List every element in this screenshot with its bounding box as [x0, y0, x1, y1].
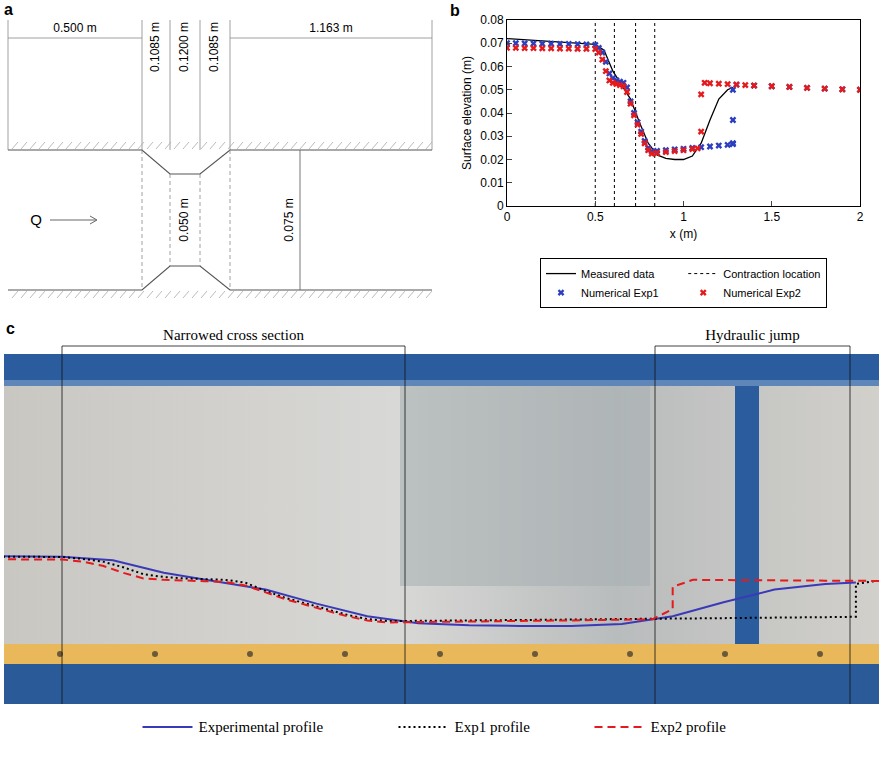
- svg-text:0.04: 0.04: [480, 106, 504, 120]
- svg-text:c: c: [6, 320, 15, 337]
- svg-text:2: 2: [857, 210, 864, 224]
- svg-text:0.1200 m: 0.1200 m: [177, 22, 191, 72]
- svg-text:1.163 m: 1.163 m: [309, 21, 352, 35]
- svg-text:Surface elevation (m): Surface elevation (m): [460, 56, 474, 170]
- svg-text:0.1085 m: 0.1085 m: [148, 22, 162, 72]
- svg-text:1.5: 1.5: [763, 210, 780, 224]
- svg-text:Contraction location: Contraction location: [723, 268, 820, 280]
- svg-text:Narrowed cross section: Narrowed cross section: [163, 327, 304, 343]
- svg-text:Measured data: Measured data: [581, 268, 655, 280]
- svg-text:0.500 m: 0.500 m: [53, 21, 96, 35]
- svg-text:0.5: 0.5: [587, 210, 604, 224]
- svg-text:0.075 m: 0.075 m: [282, 198, 296, 241]
- svg-text:0: 0: [497, 199, 504, 213]
- svg-text:Exp2 profile: Exp2 profile: [651, 719, 727, 735]
- svg-text:Numerical Exp2: Numerical Exp2: [723, 287, 801, 299]
- svg-text:0.050 m: 0.050 m: [177, 198, 191, 241]
- svg-text:0.01: 0.01: [480, 176, 504, 190]
- svg-text:Q: Q: [30, 211, 42, 228]
- svg-text:x (m): x (m): [670, 227, 697, 241]
- svg-text:a: a: [4, 1, 13, 18]
- svg-text:0.03: 0.03: [480, 129, 504, 143]
- svg-text:0.1085 m: 0.1085 m: [207, 22, 221, 72]
- svg-text:1: 1: [680, 210, 687, 224]
- svg-text:0.08: 0.08: [480, 13, 504, 27]
- svg-text:Exp1 profile: Exp1 profile: [455, 719, 531, 735]
- svg-text:0.05: 0.05: [480, 83, 504, 97]
- svg-text:Hydraulic jump: Hydraulic jump: [705, 327, 800, 343]
- svg-text:0: 0: [504, 210, 511, 224]
- svg-text:Numerical Exp1: Numerical Exp1: [581, 287, 659, 299]
- html-text:b: b: [450, 2, 460, 19]
- svg-text:Experimental profile: Experimental profile: [199, 719, 324, 735]
- svg-text:0.06: 0.06: [480, 60, 504, 74]
- svg-text:0.02: 0.02: [480, 153, 504, 167]
- svg-text:0.07: 0.07: [480, 36, 504, 50]
